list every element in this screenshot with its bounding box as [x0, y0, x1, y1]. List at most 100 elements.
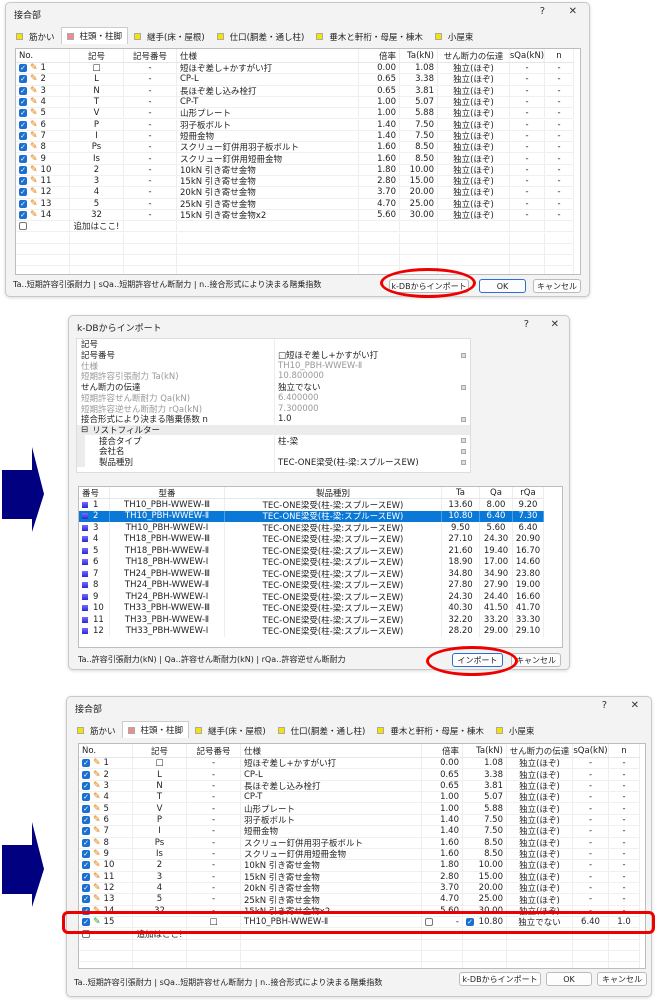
- property-row[interactable]: 仕様 TH10_PBH-WWEW-Ⅱ: [77, 360, 470, 372]
- pencil-icon[interactable]: ✎: [93, 769, 101, 780]
- table-row[interactable]: ✓ ✎ 1 □ - 短ほぞ差し+かすがい打 0.00 1.08 独立(ほぞ) - -: [79, 758, 640, 770]
- table-row[interactable]: ✓ ✎ 13 5 - 25kN 引き寄せ金物 4.70 25.00 独立(ほぞ) - -: [79, 894, 640, 906]
- checkbox-checked-icon[interactable]: ✓: [19, 165, 27, 174]
- checkbox-checked-icon[interactable]: ✓: [82, 884, 90, 893]
- property-row[interactable]: 接合形式により決まる階乗係数 n 1.0: [77, 414, 470, 425]
- list-row[interactable]: 1 TH10_PBH-WWEW-Ⅲ TEC-ONE梁受(柱-梁:スプルースEW) 13…: [79, 499, 544, 511]
- column-header[interactable]: 仕様: [241, 744, 422, 757]
- checkbox-checked-icon[interactable]: ✓: [82, 861, 90, 870]
- close-button[interactable]: ✕: [568, 6, 577, 17]
- column-header[interactable]: 倍率: [359, 49, 400, 62]
- checkbox-checked-icon[interactable]: ✓: [19, 109, 27, 118]
- table-row[interactable]: ✓ ✎ 1 □ - 短ほぞ差し+かすがい打 0.00 1.08 独立(ほぞ) - -: [16, 63, 574, 75]
- list-row[interactable]: 6 TH18_PBH-WWEW-Ⅰ TEC-ONE梁受(柱-梁:スプルースEW) 18…: [79, 556, 544, 568]
- column-header[interactable]: 製品種別: [225, 487, 442, 498]
- column-header[interactable]: n: [545, 49, 574, 62]
- list-row[interactable]: 11 TH33_PBH-WWEW-Ⅱ TEC-ONE梁受(柱-梁:スプルースEW) 3…: [79, 614, 544, 626]
- tab-1[interactable]: 筋かい: [10, 29, 61, 44]
- checkbox-checked-icon[interactable]: ✓: [82, 759, 90, 768]
- table-row[interactable]: ✓ ✎ 10 2 - 10kN 引き寄せ金物 1.80 10.00 独立(ほぞ) - -: [16, 164, 574, 176]
- pencil-icon[interactable]: ✎: [93, 883, 101, 894]
- table-row[interactable]: ✓ ✎ 11 3 - 15kN 引き寄せ金物 2.80 15.00 独立(ほぞ) - -: [16, 176, 574, 188]
- help-button[interactable]: ?: [523, 319, 529, 330]
- checkbox-checked-icon[interactable]: ✓: [82, 770, 90, 779]
- column-header[interactable]: n: [609, 744, 640, 757]
- column-header[interactable]: 番号: [79, 487, 110, 498]
- pencil-icon[interactable]: ✎: [30, 74, 38, 85]
- pencil-icon[interactable]: ✎: [93, 792, 101, 803]
- pencil-icon[interactable]: ✎: [93, 860, 101, 871]
- column-header[interactable]: No.: [79, 744, 133, 757]
- property-row[interactable]: 記号番号 □短ほぞ差し+かすがい打: [77, 350, 470, 361]
- table-row[interactable]: ✓ ✎ 4 T - CP-T 1.00 5.07 独立(ほぞ) - -: [16, 96, 574, 109]
- ok-button[interactable]: OK: [479, 279, 526, 293]
- checkbox-unchecked-icon[interactable]: [19, 222, 27, 231]
- property-row[interactable]: 短期許容逆せん断耐力 rQa(kN) 7.300000: [77, 403, 470, 415]
- pencil-icon[interactable]: ✎: [30, 85, 38, 96]
- property-value[interactable]: TEC-ONE梁受(柱-梁:スプルースEW): [274, 457, 470, 468]
- checkbox-checked-icon[interactable]: ✓: [19, 143, 27, 152]
- table-row[interactable]: ✓ ✎ 11 3 - 15kN 引き寄せ金物 2.80 15.00 独立(ほぞ) - -: [79, 871, 640, 883]
- pencil-icon[interactable]: ✎: [30, 210, 38, 221]
- table-row[interactable]: ✓ ✎ 3 N - 長ほぞ差し込み栓打 0.65 3.81 独立(ほぞ) - -: [79, 780, 640, 793]
- pencil-icon[interactable]: ✎: [30, 97, 38, 108]
- column-header[interactable]: Qa: [480, 487, 513, 498]
- property-value[interactable]: □短ほぞ差し+かすがい打: [274, 350, 470, 361]
- list-row[interactable]: 10 TH33_PBH-WWEW-Ⅲ TEC-ONE梁受(柱-梁:スプルースEW) 4…: [79, 602, 544, 614]
- column-header[interactable]: Ta(kN): [463, 744, 507, 757]
- property-value[interactable]: 1.0: [274, 414, 470, 425]
- checkbox-checked-icon[interactable]: ✓: [19, 188, 27, 197]
- tab-6[interactable]: 小屋束: [429, 29, 480, 44]
- checkbox-checked-icon[interactable]: ✓: [82, 906, 90, 915]
- checkbox-checked-icon[interactable]: ✓: [82, 793, 90, 802]
- checkbox-checked-icon[interactable]: ✓: [19, 199, 27, 208]
- column-header[interactable]: sQa(kN): [573, 744, 609, 757]
- pencil-icon[interactable]: ✎: [93, 814, 101, 825]
- table-row[interactable]: ✓ ✎ 5 V - 山形プレート 1.00 5.88 独立(ほぞ) - -: [79, 803, 640, 815]
- checkbox-checked-icon[interactable]: ✓: [82, 838, 90, 847]
- cancel-button[interactable]: キャンセル: [533, 279, 581, 293]
- property-value[interactable]: [274, 446, 470, 457]
- table-row[interactable]: ✓ ✎ 14 32 - 15kN 引き寄せ金物x2 5.60 30.00 独立(ほぞ) - -: [16, 209, 574, 222]
- kdb-import-button[interactable]: k-DBからインポート: [459, 972, 541, 986]
- dropdown-arrow-icon[interactable]: [461, 384, 466, 390]
- list-row[interactable]: 8 TH24_PBH-WWEW-Ⅱ TEC-ONE梁受(柱-梁:スプルースEW) 27…: [79, 579, 544, 591]
- property-row[interactable]: 短期許容引張耐力 Ta(kN) 10.800000: [77, 371, 470, 382]
- pencil-icon[interactable]: ✎: [30, 198, 38, 209]
- property-value[interactable]: 独立でない: [274, 382, 470, 393]
- table-row[interactable]: ✓ ✎ 12 4 - 20kN 引き寄せ金物 3.70 20.00 独立(ほぞ) - -: [79, 882, 640, 895]
- checkbox-checked-icon[interactable]: ✓: [19, 98, 27, 107]
- close-button[interactable]: ✕: [550, 319, 559, 330]
- table-row[interactable]: ✓ ✎ 15 □ TH10_PBH-WWEW-Ⅱ - ✓ 10.80 独立でない 6.40 1.0: [79, 917, 640, 929]
- cancel-button[interactable]: キャンセル: [597, 972, 647, 986]
- table-row[interactable]: ✓ ✎ 6 P - 羽子板ボルト 1.40 7.50 独立(ほぞ) - -: [16, 119, 574, 131]
- checkbox-checked-icon[interactable]: ✓: [82, 815, 90, 824]
- pencil-icon[interactable]: ✎: [30, 176, 38, 187]
- tab-3[interactable]: 継手(床・屋根): [128, 29, 211, 44]
- column-header[interactable]: せん断力の伝達: [507, 744, 573, 757]
- checkbox-checked-icon[interactable]: ✓: [82, 918, 90, 927]
- table-row[interactable]: ✓ ✎ 2 L - CP-L 0.65 3.38 独立(ほぞ) - -: [79, 769, 640, 781]
- cancel-button[interactable]: キャンセル: [511, 653, 561, 667]
- close-button[interactable]: ✕: [630, 700, 639, 711]
- pencil-icon[interactable]: ✎: [93, 758, 101, 769]
- table-row[interactable]: ✓ ✎ 9 Is - スクリュー釘併用短冊金物 1.60 8.50 独立(ほぞ) - -: [16, 153, 574, 165]
- tab-4[interactable]: 仕口(胴差・通し柱): [211, 29, 311, 44]
- tab-2[interactable]: 柱頭・柱脚: [60, 27, 129, 44]
- list-row[interactable]: 3 TH10_PBH-WWEW-Ⅰ TEC-ONE梁受(柱-梁:スプルースEW) 9.…: [79, 522, 544, 534]
- tab-4[interactable]: 仕口(胴差・通し柱): [272, 723, 372, 738]
- table-row[interactable]: ✓ ✎ 8 Ps - スクリュー釘併用羽子板ボルト 1.60 8.50 独立(ほぞ) - -: [16, 142, 574, 154]
- pencil-icon[interactable]: ✎: [93, 871, 101, 882]
- list-row[interactable]: 4 TH18_PBH-WWEW-Ⅲ TEC-ONE梁受(柱-梁:スプルースEW) 27…: [79, 533, 544, 545]
- checkbox-checked-icon[interactable]: ✓: [19, 154, 27, 163]
- pencil-icon[interactable]: ✎: [30, 108, 38, 119]
- ok-button[interactable]: OK: [546, 972, 592, 986]
- column-header[interactable]: 記号番号: [187, 744, 241, 757]
- tab-3[interactable]: 継手(床・屋根): [189, 723, 272, 738]
- pencil-icon[interactable]: ✎: [30, 130, 38, 141]
- property-value[interactable]: 柱-梁: [274, 435, 470, 447]
- column-header[interactable]: せん断力の伝達: [438, 49, 510, 62]
- column-header[interactable]: 記号: [133, 744, 187, 757]
- tab-5[interactable]: 垂木と軒桁・母屋・棟木: [310, 29, 429, 44]
- property-row[interactable]: 短期許容せん断耐力 Qa(kN) 6.400000: [77, 393, 470, 404]
